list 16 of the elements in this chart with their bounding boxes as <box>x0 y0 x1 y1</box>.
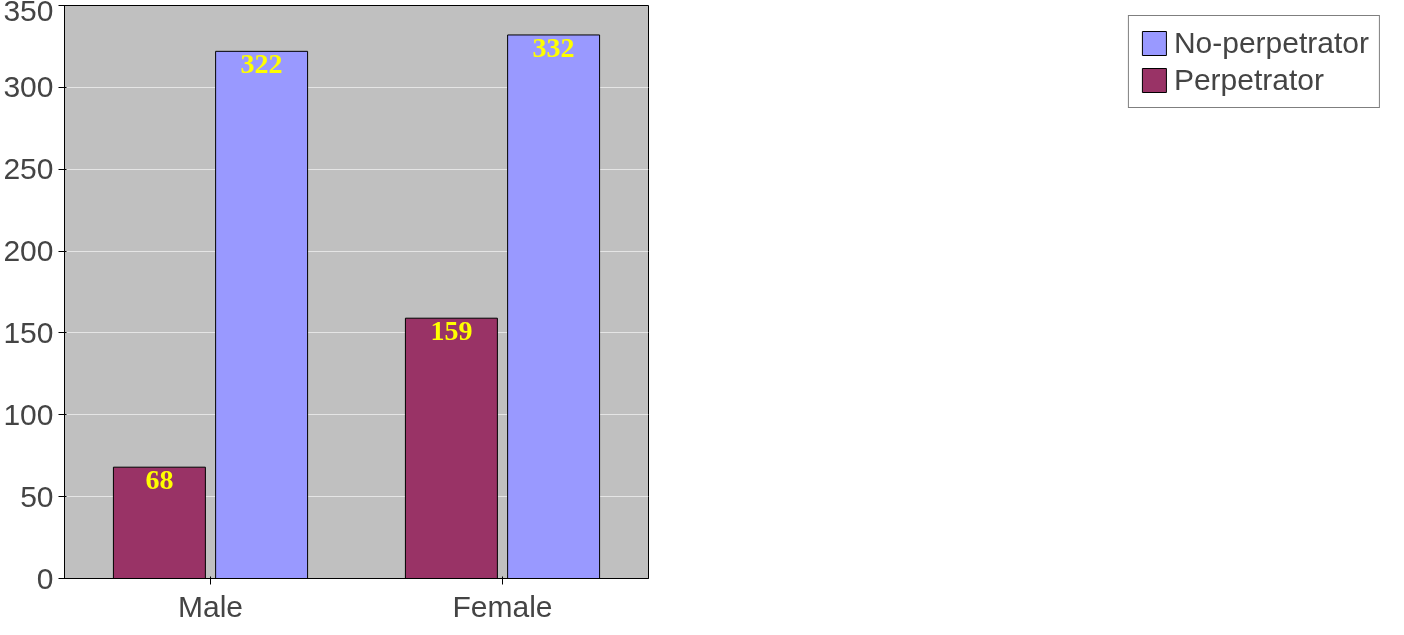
data-label: 332 <box>532 31 575 63</box>
y-tick-label: 0 <box>36 561 54 595</box>
data-label: 322 <box>240 48 283 80</box>
x-tick-label: Male <box>177 589 244 623</box>
y-tick-label: 250 <box>3 152 54 186</box>
y-tick-label: 100 <box>3 397 54 431</box>
y-tick-label: 150 <box>3 315 54 349</box>
data-label: 68 <box>145 464 174 496</box>
y-tick-label: 350 <box>3 0 54 27</box>
y-tick-label: 300 <box>3 70 54 104</box>
legend-label: Perpetrator <box>1173 63 1324 97</box>
data-label: 159 <box>430 315 473 347</box>
y-tick-label: 200 <box>3 234 54 268</box>
legend-label: No-perpetrator <box>1173 26 1369 60</box>
y-tick-label: 50 <box>20 479 54 513</box>
x-tick-label: Female <box>452 589 553 623</box>
